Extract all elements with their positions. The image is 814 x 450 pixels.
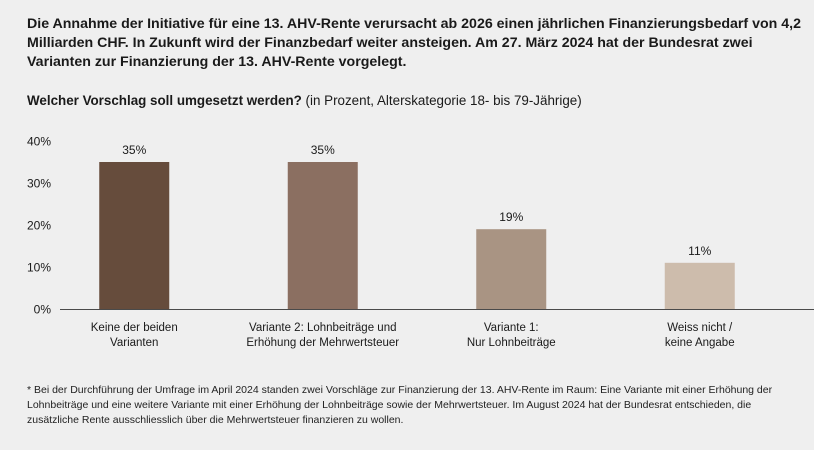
intro-text: Die Annahme der Initiative für eine 13. … bbox=[27, 16, 801, 70]
chart-question: Welcher Vorschlag soll umgesetzt werden?… bbox=[27, 92, 807, 110]
y-tick-label: 0% bbox=[34, 303, 52, 317]
bar-value-label: 19% bbox=[499, 210, 523, 224]
y-tick-label: 40% bbox=[27, 135, 51, 149]
chart-question-subtitle: (in Prozent, Alterskategorie 18- bis 79-… bbox=[301, 93, 582, 108]
bar bbox=[664, 262, 735, 309]
bar bbox=[99, 162, 170, 309]
y-axis: 0% 10% 20% 30% 40% bbox=[27, 135, 51, 317]
y-tick-label: 20% bbox=[27, 219, 51, 233]
bar-value-label: 11% bbox=[688, 244, 711, 258]
y-tick-label: 10% bbox=[27, 261, 51, 275]
bar-value-label: 35% bbox=[311, 143, 335, 157]
category-label: Erhöhung der Mehrwertsteuer bbox=[246, 337, 399, 349]
category-label: Keine der beiden bbox=[91, 322, 178, 334]
category-label: Variante 2: Lohnbeiträge und bbox=[249, 322, 396, 334]
category-label: Weiss nicht / bbox=[667, 322, 733, 334]
category-label: Nur Lohnbeiträge bbox=[467, 337, 556, 349]
bar bbox=[476, 229, 547, 309]
bars: 35% Keine der beiden Varianten 35% Variante … bbox=[91, 143, 735, 349]
category-label: keine Angabe bbox=[665, 337, 735, 349]
bar-value-label: 35% bbox=[122, 143, 146, 157]
bar-chart: 0% 10% 20% 30% 40% 35% Keine der beiden Varian… bbox=[27, 135, 814, 349]
bar bbox=[287, 162, 358, 309]
footnote: * Bei der Durchführung der Umfrage im Ap… bbox=[27, 384, 773, 426]
category-label: Varianten bbox=[110, 337, 158, 349]
category-label: Variante 1: bbox=[484, 322, 539, 334]
y-tick-label: 30% bbox=[27, 177, 51, 191]
chart-question-main: Welcher Vorschlag soll umgesetzt werden? bbox=[27, 93, 302, 108]
